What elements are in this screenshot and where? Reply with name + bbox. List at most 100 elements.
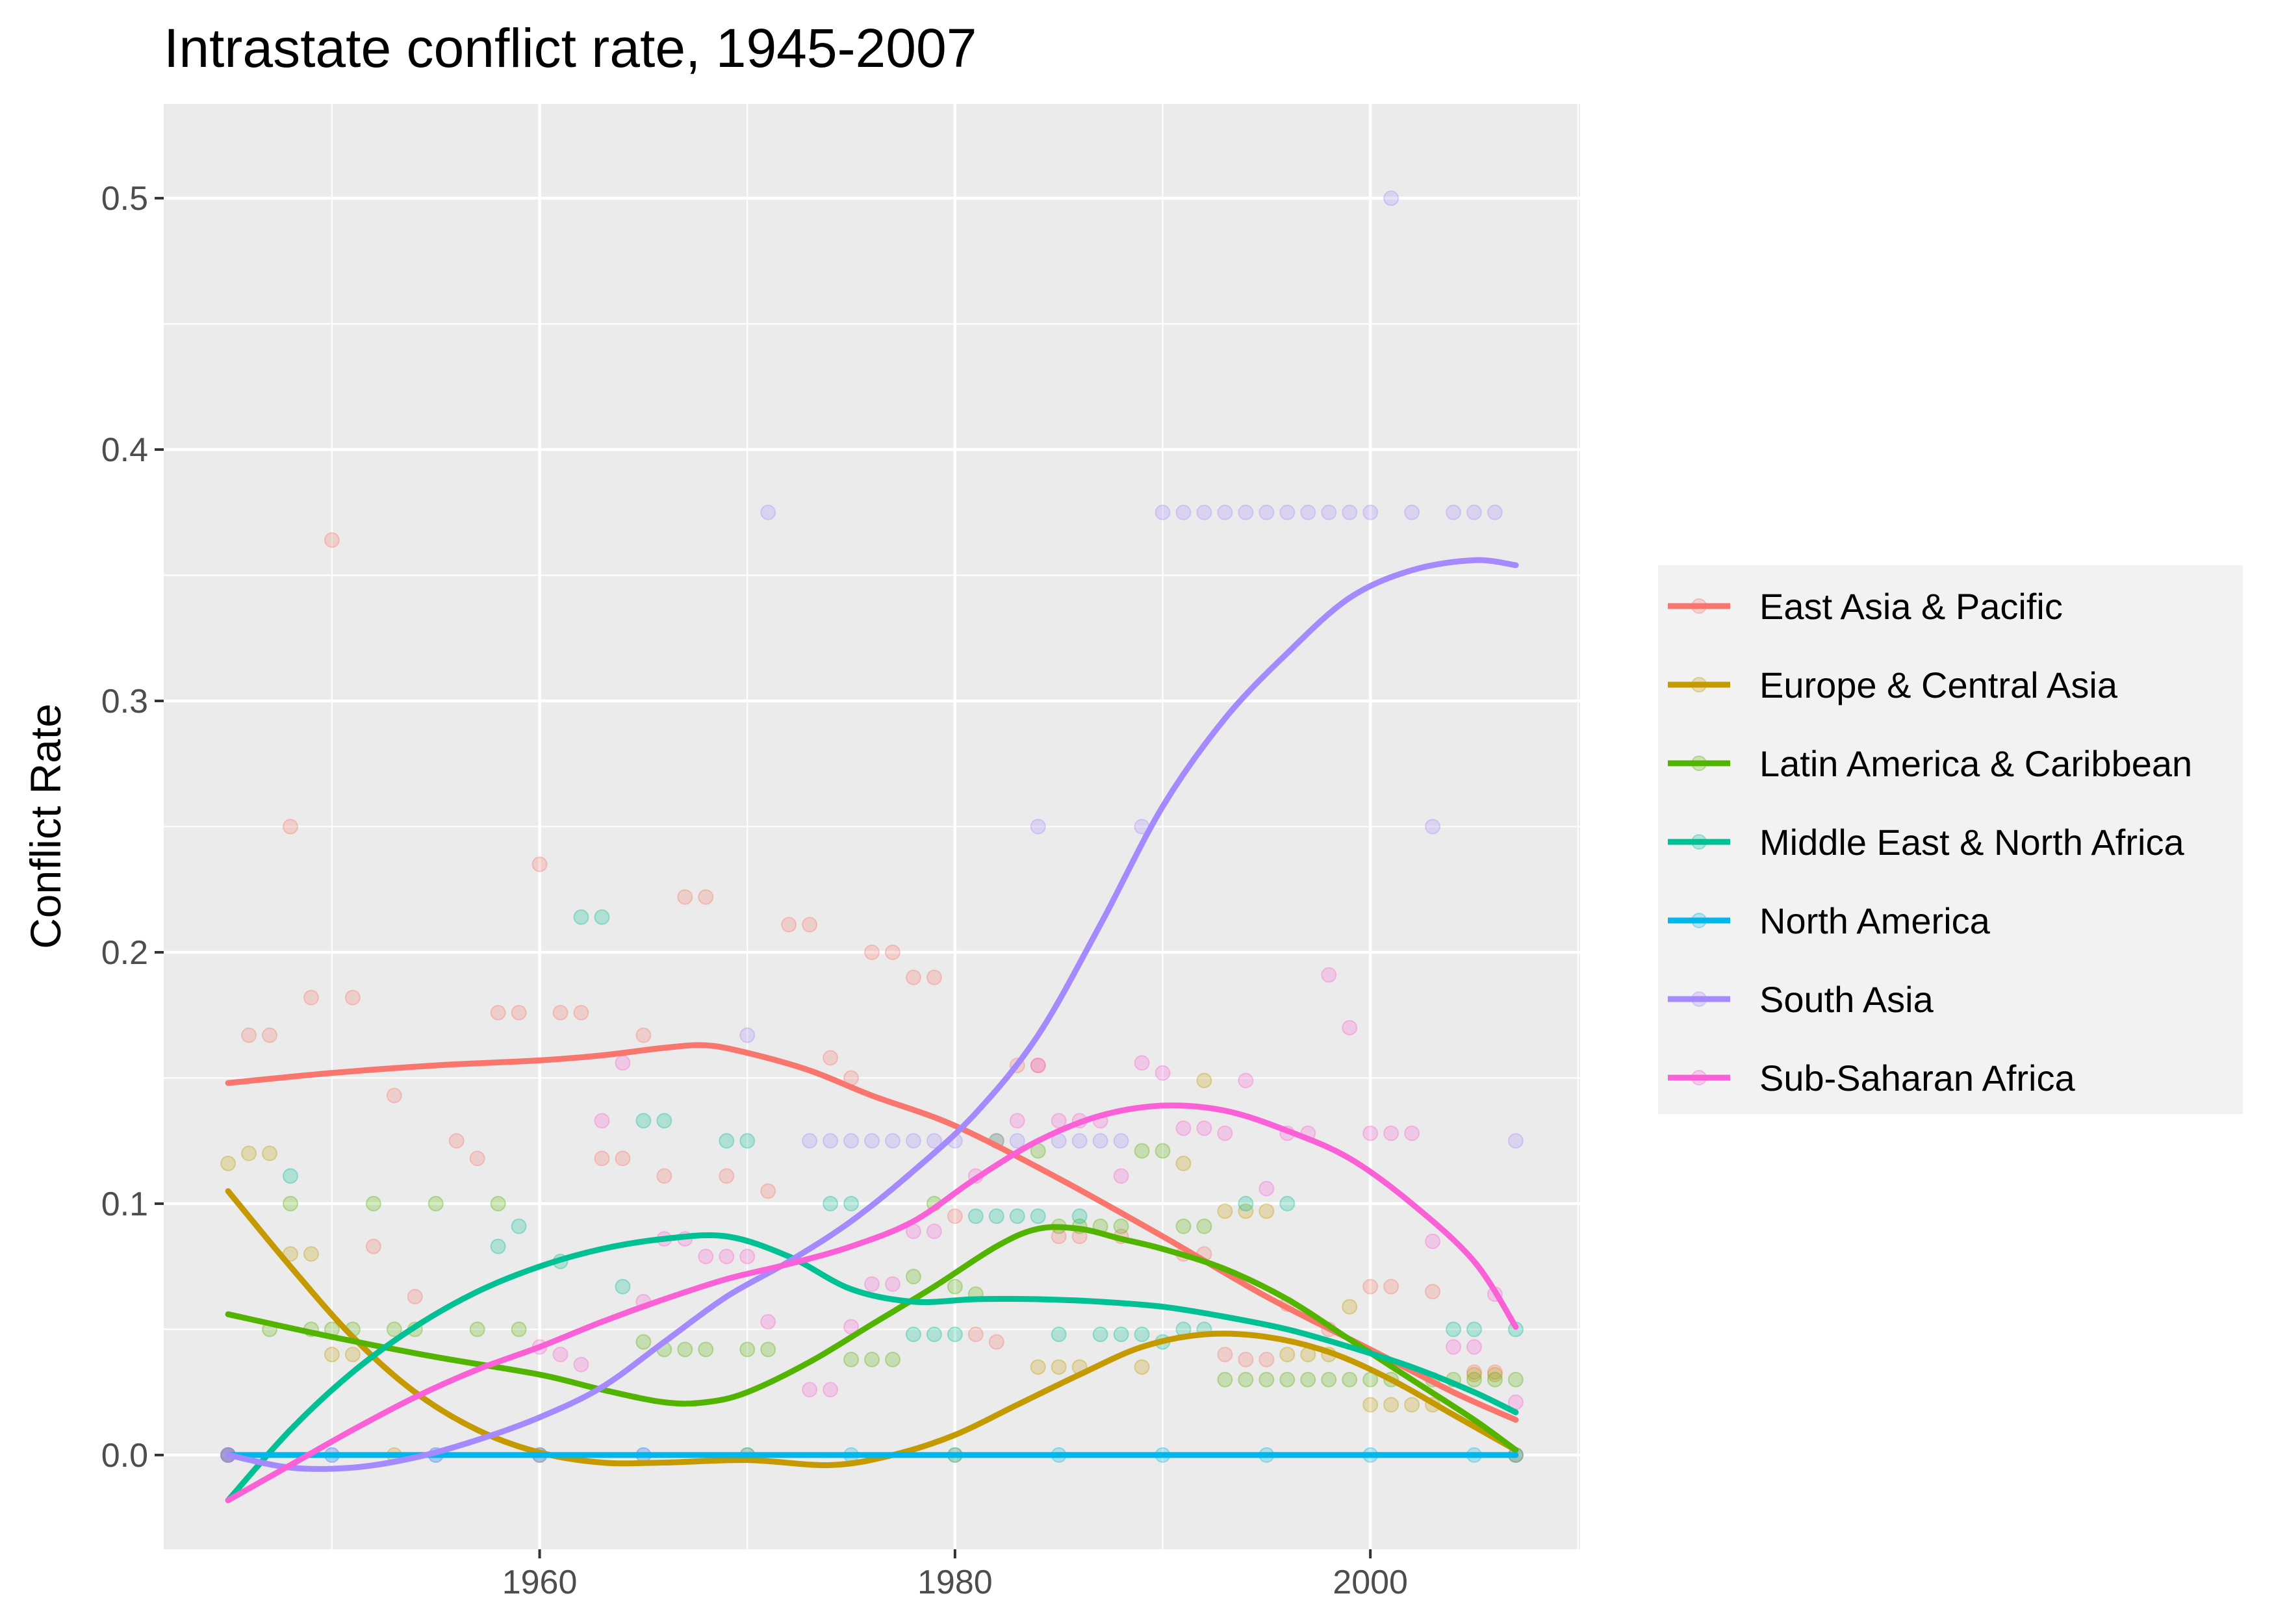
middle-east-north-africa-point xyxy=(1238,1195,1254,1212)
south-asia-point xyxy=(1238,504,1254,520)
latin-america-caribbean-point xyxy=(1196,1218,1212,1234)
y-tick-label: 0.4 xyxy=(101,431,148,469)
south-asia-point xyxy=(864,1133,880,1149)
middle-east-north-africa-point xyxy=(490,1238,506,1254)
middle-east-north-africa-point xyxy=(1279,1195,1296,1212)
latin-america-caribbean-point xyxy=(1507,1371,1524,1388)
south-asia-point xyxy=(760,504,776,520)
middle-east-north-africa-point xyxy=(1446,1321,1462,1338)
south-asia-point xyxy=(843,1133,860,1149)
middle-east-north-africa-point xyxy=(1466,1321,1482,1338)
legend-item-north-america: North America xyxy=(1663,885,1991,956)
x-axis: 1960 1980 2000 xyxy=(502,1549,1408,1601)
middle-east-north-africa-point xyxy=(1071,1208,1088,1224)
sub-saharan-africa-point xyxy=(1383,1125,1399,1141)
sub-saharan-africa-point xyxy=(884,1276,901,1292)
latin-america-caribbean-point xyxy=(739,1341,756,1358)
east-asia-pacific-point xyxy=(1030,1058,1046,1074)
europe-central-asia-point xyxy=(1342,1299,1358,1315)
chart-title: Intrastate conflict rate, 1945-2007 xyxy=(164,18,977,79)
middle-east-north-africa-point xyxy=(1134,1326,1150,1343)
south-asia-point xyxy=(739,1027,756,1043)
east-asia-pacific-point xyxy=(1362,1278,1379,1295)
legend-label: Middle East & North Africa xyxy=(1759,822,2184,863)
east-asia-pacific-point xyxy=(884,944,901,960)
latin-america-caribbean-smooth-line xyxy=(225,1224,1519,1453)
east-asia-pacific-point xyxy=(1466,1364,1482,1380)
middle-east-north-africa-point xyxy=(282,1168,298,1184)
east-asia-pacific-point xyxy=(490,1004,506,1021)
europe-central-asia-point xyxy=(344,1347,361,1363)
sub-saharan-africa-point xyxy=(552,1347,568,1363)
legend-item-south-asia: South Asia xyxy=(1663,964,1934,1034)
legend-label: South Asia xyxy=(1759,979,1934,1020)
east-asia-pacific-point xyxy=(303,989,319,1006)
east-asia-pacific-point xyxy=(282,818,298,835)
legend-label: Europe & Central Asia xyxy=(1759,665,2118,705)
east-asia-pacific-point xyxy=(552,1004,568,1021)
east-asia-pacific-point xyxy=(905,969,921,985)
europe-central-asia-point xyxy=(1175,1156,1192,1172)
latin-america-caribbean-point xyxy=(386,1321,402,1338)
east-asia-pacific-point xyxy=(967,1326,984,1343)
sub-saharan-africa-point xyxy=(594,1113,610,1129)
latin-america-caribbean-point xyxy=(365,1195,381,1212)
east-asia-pacific-point xyxy=(262,1027,278,1043)
latin-america-caribbean-point xyxy=(884,1351,901,1367)
middle-east-north-africa-point xyxy=(719,1133,735,1149)
sub-saharan-africa-point xyxy=(719,1249,735,1265)
europe-central-asia-point xyxy=(1238,1203,1254,1219)
latin-america-caribbean-point xyxy=(843,1351,860,1367)
east-asia-pacific-point xyxy=(344,989,361,1006)
legend-label: Sub-Saharan Africa xyxy=(1759,1058,2075,1098)
middle-east-north-africa-point xyxy=(594,909,610,925)
y-tick-label: 0.5 xyxy=(101,180,148,218)
east-asia-pacific-point xyxy=(823,1050,839,1066)
middle-east-north-africa-point xyxy=(926,1326,942,1343)
east-asia-pacific-point xyxy=(573,1004,589,1021)
east-asia-pacific-point xyxy=(677,889,693,905)
south-asia-point xyxy=(926,1133,942,1149)
middle-east-north-africa-point xyxy=(656,1113,672,1129)
europe-central-asia-smooth-line xyxy=(225,1188,1519,1469)
south-asia-point xyxy=(823,1133,839,1149)
east-asia-pacific-point xyxy=(615,1150,631,1167)
latin-america-caribbean-point xyxy=(905,1269,921,1285)
middle-east-north-africa-point xyxy=(511,1218,527,1234)
sub-saharan-africa-point xyxy=(1030,1058,1046,1074)
legend-background xyxy=(1658,565,2243,1114)
latin-america-caribbean-point xyxy=(1258,1371,1275,1388)
sub-saharan-africa-point xyxy=(1113,1168,1129,1184)
europe-central-asia-point xyxy=(1383,1397,1399,1413)
east-asia-pacific-point xyxy=(988,1334,1004,1350)
south-asia-point xyxy=(1092,1133,1108,1149)
sub-saharan-africa-point xyxy=(1155,1065,1171,1081)
sub-saharan-africa-point xyxy=(1175,1120,1192,1136)
east-asia-pacific-point xyxy=(511,1004,527,1021)
europe-central-asia-point xyxy=(1196,1072,1212,1089)
south-asia-point xyxy=(1321,504,1337,520)
east-asia-pacific-point xyxy=(365,1238,381,1254)
sub-saharan-africa-point xyxy=(615,1055,631,1071)
europe-central-asia-point xyxy=(1217,1203,1233,1219)
east-asia-pacific-point xyxy=(1238,1351,1254,1367)
east-asia-pacific-point xyxy=(386,1087,402,1104)
smooth-lines xyxy=(225,557,1519,1504)
europe-central-asia-point xyxy=(1362,1397,1379,1413)
east-asia-pacific-point xyxy=(1425,1284,1441,1300)
east-asia-pacific-point xyxy=(656,1168,672,1184)
east-asia-pacific-point xyxy=(698,889,714,905)
europe-central-asia-point xyxy=(1466,1367,1482,1383)
latin-america-caribbean-point xyxy=(1466,1371,1482,1388)
south-asia-point xyxy=(905,1133,921,1149)
east-asia-pacific-point xyxy=(1258,1351,1275,1367)
europe-central-asia-point xyxy=(324,1347,340,1363)
legend-label: North America xyxy=(1759,900,1991,941)
sub-saharan-africa-point xyxy=(1446,1339,1462,1355)
europe-central-asia-point xyxy=(1487,1367,1503,1383)
europe-central-asia-point xyxy=(262,1145,278,1161)
latin-america-caribbean-point xyxy=(677,1341,693,1358)
middle-east-north-africa-point xyxy=(967,1208,984,1224)
x-tick-label: 2000 xyxy=(1333,1564,1408,1601)
